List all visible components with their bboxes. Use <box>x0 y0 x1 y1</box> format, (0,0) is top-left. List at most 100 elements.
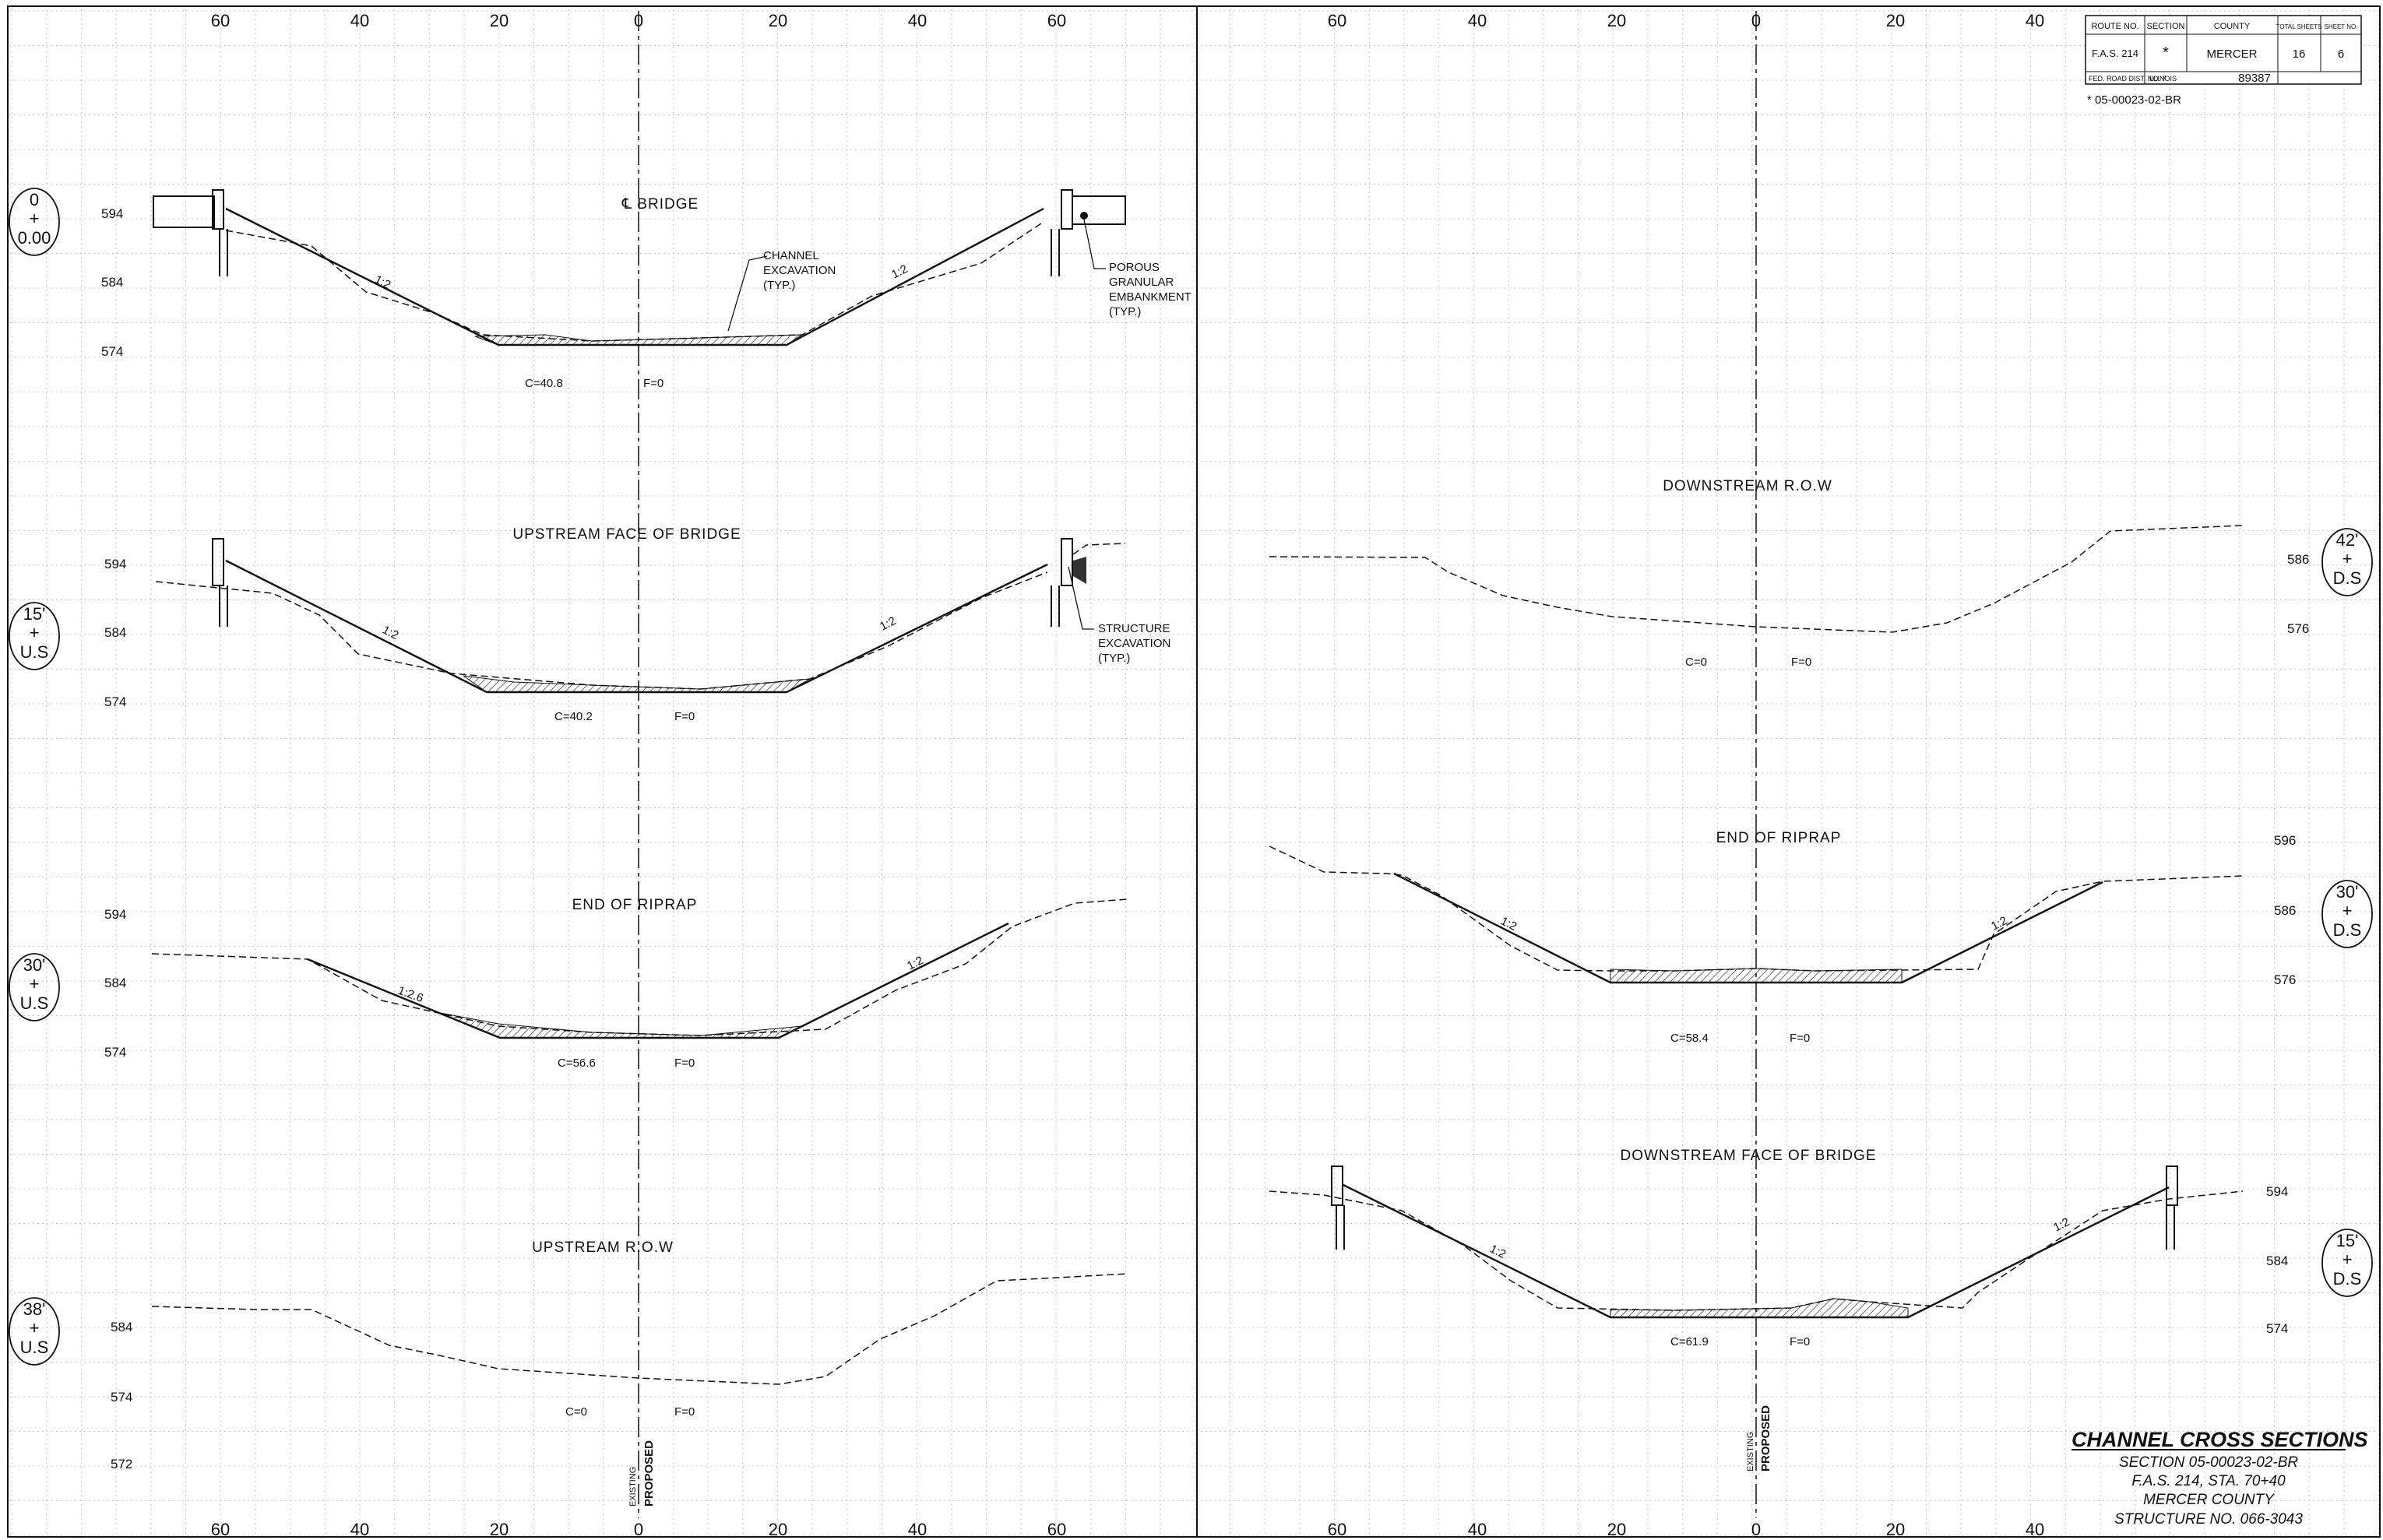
svg-text:(TYP.): (TYP.) <box>1098 652 1130 665</box>
tick-label: 60 <box>1328 1520 1346 1539</box>
station-marker: 15' + U.S <box>9 602 60 670</box>
station-plus: + <box>30 1318 40 1338</box>
elevation-label: 584 <box>104 625 126 640</box>
elevation-label: 574 <box>104 694 126 709</box>
section-title: DOWNSTREAM FACE OF BRIDGE <box>1620 1148 1876 1164</box>
elevation-label: 584 <box>2266 1253 2288 1268</box>
svg-text:EMBANKMENT: EMBANKMENT <box>1109 290 1192 304</box>
elevation-label: 574 <box>111 1390 132 1405</box>
tick-label: 60 <box>1047 1520 1066 1539</box>
section-title: UPSTREAM FACE OF BRIDGE <box>512 526 741 543</box>
elevation-label: 594 <box>104 907 126 922</box>
leader-line <box>1083 219 1106 269</box>
offset-scale-left-bottom: 60 40 20 0 20 40 60 <box>211 1520 1066 1539</box>
station-plus: + <box>30 974 40 993</box>
station-marker: 30' + D.S <box>2321 880 2373 948</box>
station-offset: D.S <box>2333 1269 2362 1289</box>
abutment-right <box>1072 195 1126 225</box>
station-plus: + <box>30 209 40 228</box>
cut-value: C=40.2 <box>554 710 593 723</box>
fill-value: F=0 <box>1791 656 1811 669</box>
tick-label: 20 <box>1607 11 1626 30</box>
existing-ground <box>225 221 1044 342</box>
station-plus: + <box>30 623 40 642</box>
elevation-label: 574 <box>2266 1321 2288 1336</box>
existing-ground <box>1269 525 2244 633</box>
cut-value: C=58.4 <box>1670 1032 1709 1045</box>
fed-road-district: FED. ROAD DIST. NO. 7 <box>2089 75 2167 83</box>
elevation-label: 594 <box>104 557 126 571</box>
proposed-section <box>225 559 1048 694</box>
fill-value: F=0 <box>674 710 695 723</box>
section-upstream-face: UPSTREAM FACE OF BRIDGE 15' + U.S 594 58… <box>9 526 1170 723</box>
header-section: SECTION <box>2147 22 2185 31</box>
svg-text:CHANNEL: CHANNEL <box>763 249 819 262</box>
elevation-label: 574 <box>101 344 123 359</box>
sheet-no-value: 6 <box>2338 47 2344 61</box>
abutment-left <box>153 195 215 228</box>
section-title: ℄ BRIDGE <box>621 196 699 213</box>
route-value: F.A.S. 214 <box>2092 47 2138 59</box>
note-porous-embankment: POROUS GRANULAR EMBANKMENT (TYP.) <box>1109 261 1192 318</box>
elevation-label: 594 <box>101 206 123 221</box>
header-route: ROUTE NO. <box>2091 22 2138 31</box>
cut-value: C=56.6 <box>558 1057 596 1070</box>
existing-ground <box>1072 543 1126 555</box>
abutment-wall <box>212 189 224 230</box>
section-bridge-cl: ℄ BRIDGE 0 + 0.00 594 584 574 1:2 1:2 C=… <box>9 188 1192 390</box>
tick-label: 0 <box>1751 1520 1761 1539</box>
note-channel-excavation: CHANNEL EXCAVATION (TYP.) <box>763 249 836 292</box>
tick-label: 40 <box>2026 1520 2044 1539</box>
station-offset: D.S <box>2333 920 2362 940</box>
station-offset: 0.00 <box>18 228 51 248</box>
station-plus: + <box>2343 1250 2353 1269</box>
right-panel-frame <box>1196 5 2381 1538</box>
station-number: 30' <box>2336 882 2359 902</box>
tick-label: 20 <box>490 11 509 30</box>
fill-value: F=0 <box>674 1057 695 1070</box>
drawing-title-line: MERCER COUNTY <box>2143 1492 2275 1508</box>
state-value: ILLINOIS <box>2148 75 2177 83</box>
abutment-wall <box>1331 1166 1343 1206</box>
offset-scale-right-top: 60 40 20 0 20 40 <box>1328 11 2044 30</box>
slope-label: 1:2 <box>889 262 910 282</box>
note-structure-excavation: STRUCTURE EXCAVATION (TYP.) <box>1098 622 1170 665</box>
drawing-title-line: F.A.S. 214, STA. 70+40 <box>2131 1473 2286 1489</box>
station-plus: + <box>2343 549 2353 568</box>
tick-label: 40 <box>2026 11 2044 30</box>
station-number: 38' <box>23 1299 46 1319</box>
slope-label: 1:2 <box>905 954 925 973</box>
tick-label: 20 <box>1607 1520 1626 1539</box>
tick-label: 40 <box>350 11 369 30</box>
section-title: END OF RIPRAP <box>1716 830 1842 846</box>
station-marker: 30' + U.S <box>9 953 60 1021</box>
station-offset: U.S <box>20 642 49 662</box>
drawing-title-main: CHANNEL CROSS SECTIONS <box>2071 1428 2368 1451</box>
porous-fill-dot <box>1080 212 1088 220</box>
offset-scale-right-bottom: 60 40 20 0 20 40 <box>1328 1520 2044 1539</box>
elevation-label: 586 <box>2287 552 2309 567</box>
tick-label: 60 <box>211 1520 230 1539</box>
total-sheets-value: 16 <box>2293 47 2306 61</box>
existing-ground <box>151 898 1128 1036</box>
header-total-sheets: TOTAL SHEETS <box>2276 23 2322 30</box>
drawing-title-line: STRUCTURE NO. 066-3043 <box>2114 1511 2303 1528</box>
elevation-label: 572 <box>111 1457 132 1471</box>
drawing-title-line: SECTION 05-00023-02-BR <box>2119 1454 2298 1471</box>
station-marker: 0 + 0.00 <box>9 188 60 256</box>
cut-value: C=0 <box>1685 656 1707 669</box>
tick-label: 20 <box>769 1520 787 1539</box>
station-number: 15' <box>2336 1231 2359 1250</box>
cut-value: C=0 <box>565 1405 587 1419</box>
existing-proposed-label-right: EXISTING PROPOSED <box>1746 1405 1772 1471</box>
station-number: 30' <box>23 955 46 975</box>
fill-value: F=0 <box>674 1405 695 1419</box>
svg-text:STRUCTURE: STRUCTURE <box>1098 622 1170 635</box>
station-number: 15' <box>23 604 46 624</box>
structure-excavation-fill <box>1073 557 1086 584</box>
proposed-section <box>1393 872 2103 984</box>
offset-scale-left-top: 60 40 20 0 20 40 60 <box>211 11 1066 30</box>
svg-text:EXCAVATION: EXCAVATION <box>763 264 836 277</box>
svg-text:EXCAVATION: EXCAVATION <box>1098 637 1170 650</box>
tick-label: 20 <box>1886 1520 1905 1539</box>
